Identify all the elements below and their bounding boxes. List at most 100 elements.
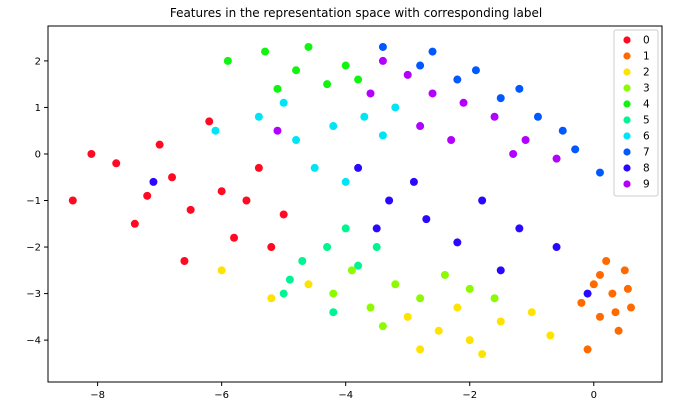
point-label-6-3 — [310, 163, 319, 172]
point-label-2-8 — [453, 303, 462, 312]
point-label-9-0 — [378, 56, 387, 65]
point-label-5-5 — [372, 243, 381, 252]
point-label-8-0 — [354, 163, 363, 172]
legend-label-3: 3 — [643, 83, 650, 95]
legend-marker-0 — [623, 36, 631, 44]
point-label-7-1 — [453, 75, 462, 84]
point-label-2-1 — [434, 326, 443, 335]
y-tick-label: −3 — [26, 289, 41, 300]
point-label-6-1 — [292, 136, 301, 145]
point-label-2-11 — [267, 294, 276, 303]
point-label-4-0 — [261, 47, 270, 56]
point-label-1-6 — [583, 345, 592, 354]
point-label-7-5 — [515, 84, 524, 93]
y-tick-label: 2 — [35, 56, 41, 67]
chart-title: Features in the representation space wit… — [170, 6, 542, 20]
point-label-9-4 — [490, 112, 499, 121]
point-label-5-7 — [329, 308, 338, 317]
point-label-3-7 — [378, 322, 387, 331]
point-label-8-11 — [583, 289, 592, 298]
point-label-1-3 — [626, 303, 635, 312]
point-label-3-2 — [416, 294, 425, 303]
point-label-1-10 — [577, 298, 586, 307]
point-label-8-7 — [372, 224, 381, 233]
legend-marker-4 — [623, 100, 631, 108]
point-label-7-0 — [416, 61, 425, 70]
point-label-7-10 — [595, 168, 604, 177]
point-label-7-7 — [428, 47, 437, 56]
point-label-5-3 — [341, 224, 350, 233]
point-label-3-1 — [391, 280, 400, 289]
point-label-2-10 — [217, 266, 226, 275]
legend-marker-7 — [623, 148, 631, 156]
point-label-0-13 — [180, 257, 189, 266]
point-label-9-5 — [521, 136, 530, 145]
point-label-2-6 — [403, 312, 412, 321]
point-label-0-11 — [254, 163, 263, 172]
point-label-9-6 — [552, 154, 561, 163]
legend-label-0: 0 — [643, 35, 650, 47]
point-label-0-14 — [143, 191, 152, 200]
legend-marker-2 — [623, 68, 631, 76]
point-label-2-3 — [496, 317, 505, 326]
point-label-0-10 — [242, 196, 251, 205]
point-label-4-4 — [223, 56, 232, 65]
point-label-1-4 — [602, 257, 611, 266]
point-label-1-11 — [595, 270, 604, 279]
point-label-9-3 — [459, 98, 468, 107]
point-label-0-12 — [267, 243, 276, 252]
legend-marker-6 — [623, 132, 631, 140]
x-tick-label: −4 — [338, 390, 353, 401]
data-points — [68, 42, 635, 359]
point-label-7-3 — [533, 112, 542, 121]
point-label-3-4 — [347, 266, 356, 275]
legend-label-6: 6 — [643, 131, 650, 143]
point-label-2-5 — [546, 331, 555, 340]
legend-marker-8 — [623, 164, 631, 172]
point-label-8-9 — [496, 266, 505, 275]
point-label-4-6 — [354, 75, 363, 84]
point-label-0-15 — [279, 210, 288, 219]
point-label-4-7 — [273, 84, 282, 93]
point-label-9-9 — [366, 89, 375, 98]
point-label-3-3 — [440, 270, 449, 279]
point-label-1-2 — [595, 312, 604, 321]
point-label-0-5 — [168, 173, 177, 182]
point-label-4-2 — [323, 80, 332, 89]
x-tick-label: −6 — [214, 390, 229, 401]
point-label-2-9 — [304, 280, 313, 289]
point-label-6-4 — [378, 131, 387, 140]
point-label-4-3 — [341, 61, 350, 70]
point-label-6-7 — [391, 103, 400, 112]
point-label-7-4 — [571, 145, 580, 154]
point-label-1-7 — [589, 280, 598, 289]
point-label-0-6 — [186, 205, 195, 214]
point-label-2-4 — [527, 308, 536, 317]
point-label-5-2 — [354, 261, 363, 270]
point-label-0-9 — [230, 233, 239, 242]
point-label-1-1 — [608, 289, 617, 298]
point-label-4-5 — [304, 42, 313, 51]
y-tick-label: −1 — [26, 196, 41, 207]
legend-label-5: 5 — [643, 115, 650, 127]
point-label-0-0 — [68, 196, 77, 205]
point-label-7-9 — [471, 66, 480, 75]
legend-marker-3 — [623, 84, 631, 92]
point-label-7-2 — [496, 94, 505, 103]
point-label-9-10 — [509, 149, 518, 158]
point-label-9-11 — [273, 126, 282, 135]
point-label-6-6 — [341, 177, 350, 186]
point-label-1-5 — [614, 326, 623, 335]
point-label-3-6 — [465, 284, 474, 293]
point-label-8-5 — [515, 224, 524, 233]
legend-label-4: 4 — [643, 99, 650, 111]
point-label-6-2 — [360, 112, 369, 121]
point-label-0-7 — [205, 117, 214, 126]
y-tick-label: −2 — [26, 243, 41, 254]
point-label-7-8 — [558, 126, 567, 135]
point-label-5-1 — [323, 243, 332, 252]
legend: 0 1 2 3 4 5 6 7 8 9 — [613, 29, 659, 197]
point-label-0-2 — [112, 159, 121, 168]
legend-label-7: 7 — [643, 147, 650, 159]
